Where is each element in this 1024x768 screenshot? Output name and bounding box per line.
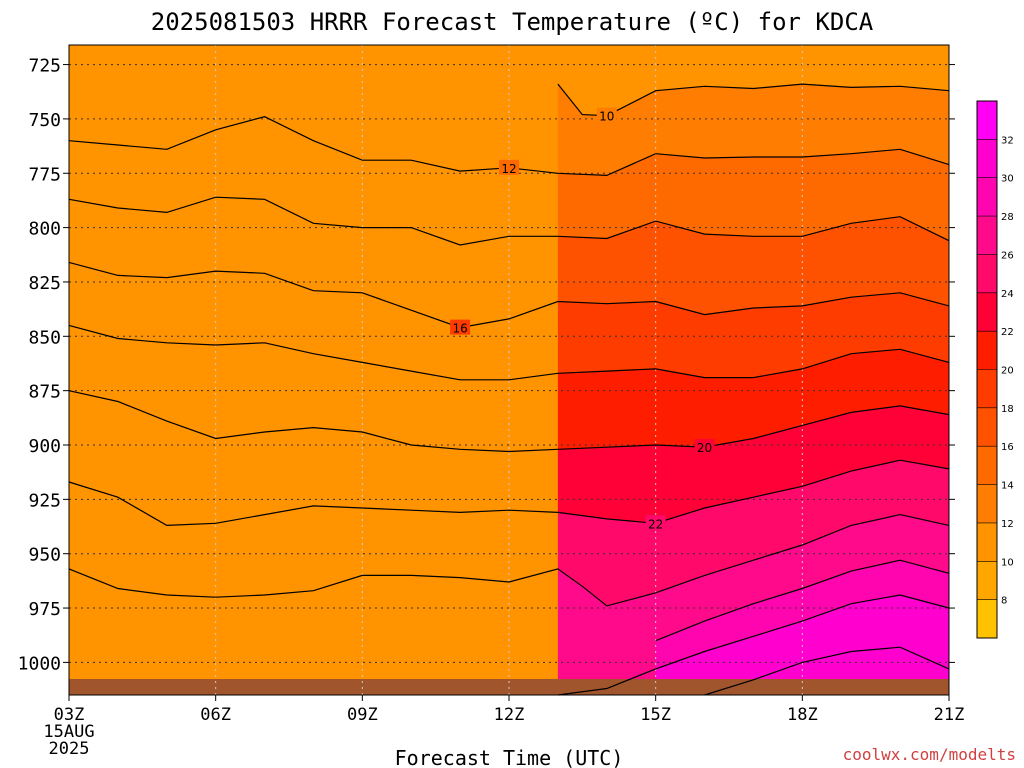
isotherm-label-bg-20 — [694, 439, 715, 455]
isotherm-label-20: 20 — [697, 441, 712, 455]
colorbar-segment-4 — [977, 446, 997, 485]
isotherm-label-10: 10 — [599, 110, 614, 124]
y-tick-label-800: 800 — [28, 219, 61, 240]
colorbar-label-14: 14 — [1001, 481, 1014, 492]
isotherm-label-bg-22 — [645, 515, 666, 531]
colorbar-label-26: 26 — [1001, 250, 1014, 261]
colorbar-segment-12 — [977, 139, 997, 178]
isotherm-label-bg-16 — [450, 319, 471, 335]
colorbar-label-16: 16 — [1001, 442, 1014, 453]
y-axis: 725 750 775 800 825 850 875 900 925 950 975 1000 — [18, 56, 955, 674]
chart-title: 2025081503 HRRR Forecast Temperature (ºC… — [151, 8, 874, 36]
x-tick-label-18Z: 18Z — [787, 705, 818, 725]
colorbar: 8 10 12 14 16 18 20 22 24 26 28 30 32 — [976, 100, 1014, 639]
isotherm-30 — [704, 646, 950, 696]
colorbar-segment-10 — [977, 216, 997, 255]
x-tick-label-09Z: 09Z — [347, 705, 378, 725]
colorbar-label-20: 20 — [1001, 366, 1014, 377]
colorbar-label-30: 30 — [1001, 174, 1014, 185]
isotherm-24 — [68, 513, 950, 607]
colorbar-label-18: 18 — [1001, 404, 1014, 415]
colorbar-segment-9 — [977, 254, 997, 293]
isotherm-18 — [68, 324, 950, 381]
colorbar-label-8: 8 — [1001, 596, 1007, 607]
isotherm-label-12: 12 — [501, 162, 516, 176]
colorbar-segment-7 — [977, 331, 997, 370]
y-tick-label-975: 975 — [28, 599, 61, 620]
colorbar-segment-11 — [977, 177, 997, 217]
colorbar-segment-2 — [977, 522, 997, 562]
colorbar-label-32: 32 — [1001, 135, 1014, 146]
y-tick-label-750: 750 — [28, 110, 61, 131]
isotherm-layer: 10 12 16 20 22 — [68, 83, 950, 696]
isotherm-label-bg-10 — [596, 107, 617, 123]
isotherm-label-bg-12 — [499, 159, 519, 175]
y-tick-label-850: 850 — [28, 327, 61, 348]
colorbar-label-24: 24 — [1001, 289, 1014, 300]
x-axis-label: Forecast Time (UTC) — [395, 746, 624, 768]
y-tick-label-1000: 1000 — [18, 653, 61, 674]
isotherm-26 — [655, 559, 950, 642]
y-tick-label-725: 725 — [28, 56, 61, 77]
isotherm-22 — [68, 459, 950, 527]
site-credit: coolwx.com/modelts — [843, 745, 1016, 764]
colorbar-segment-5 — [977, 407, 997, 447]
y-tick-label-900: 900 — [28, 436, 61, 457]
colorbar-label-28: 28 — [1001, 212, 1014, 223]
colorbar-segment-13 — [977, 101, 997, 140]
y-tick-label-775: 775 — [28, 164, 61, 185]
colorbar-segment-3 — [977, 484, 997, 523]
colorbar-segment-8 — [977, 292, 997, 332]
colorbar-label-10: 10 — [1001, 557, 1014, 568]
y-tick-label-875: 875 — [28, 382, 61, 403]
colorbar-label-12: 12 — [1001, 519, 1014, 530]
isotherm-label-22: 22 — [648, 517, 663, 531]
x-date-label-1: 2025 — [49, 739, 90, 759]
x-tick-label-21Z: 21Z — [934, 705, 965, 725]
colorbar-segment-0 — [977, 599, 997, 638]
y-tick-label-825: 825 — [28, 273, 61, 294]
isotherm-20 — [68, 390, 950, 453]
colorbar-label-22: 22 — [1001, 327, 1014, 338]
colorbar-segment-1 — [977, 561, 997, 600]
colorbar-segment-6 — [977, 369, 997, 408]
x-date-label-0: 15AUG — [43, 722, 94, 742]
isotherm-14 — [68, 196, 950, 246]
isotherm-16 — [68, 261, 950, 329]
isotherm-10 — [557, 83, 950, 117]
y-tick-label-950: 950 — [28, 545, 61, 566]
x-tick-label-03Z: 03Z — [54, 705, 85, 725]
x-tick-label-06Z: 06Z — [200, 705, 231, 725]
x-tick-label-12Z: 12Z — [494, 705, 525, 725]
y-tick-label-925: 925 — [28, 490, 61, 511]
x-tick-label-15Z: 15Z — [640, 705, 671, 725]
isotherm-label-16: 16 — [452, 322, 467, 336]
isotherm-28 — [557, 594, 950, 696]
